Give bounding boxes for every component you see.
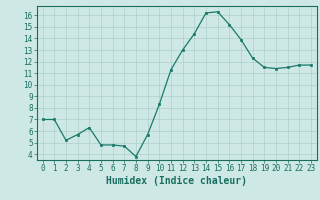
X-axis label: Humidex (Indice chaleur): Humidex (Indice chaleur) (106, 176, 247, 186)
